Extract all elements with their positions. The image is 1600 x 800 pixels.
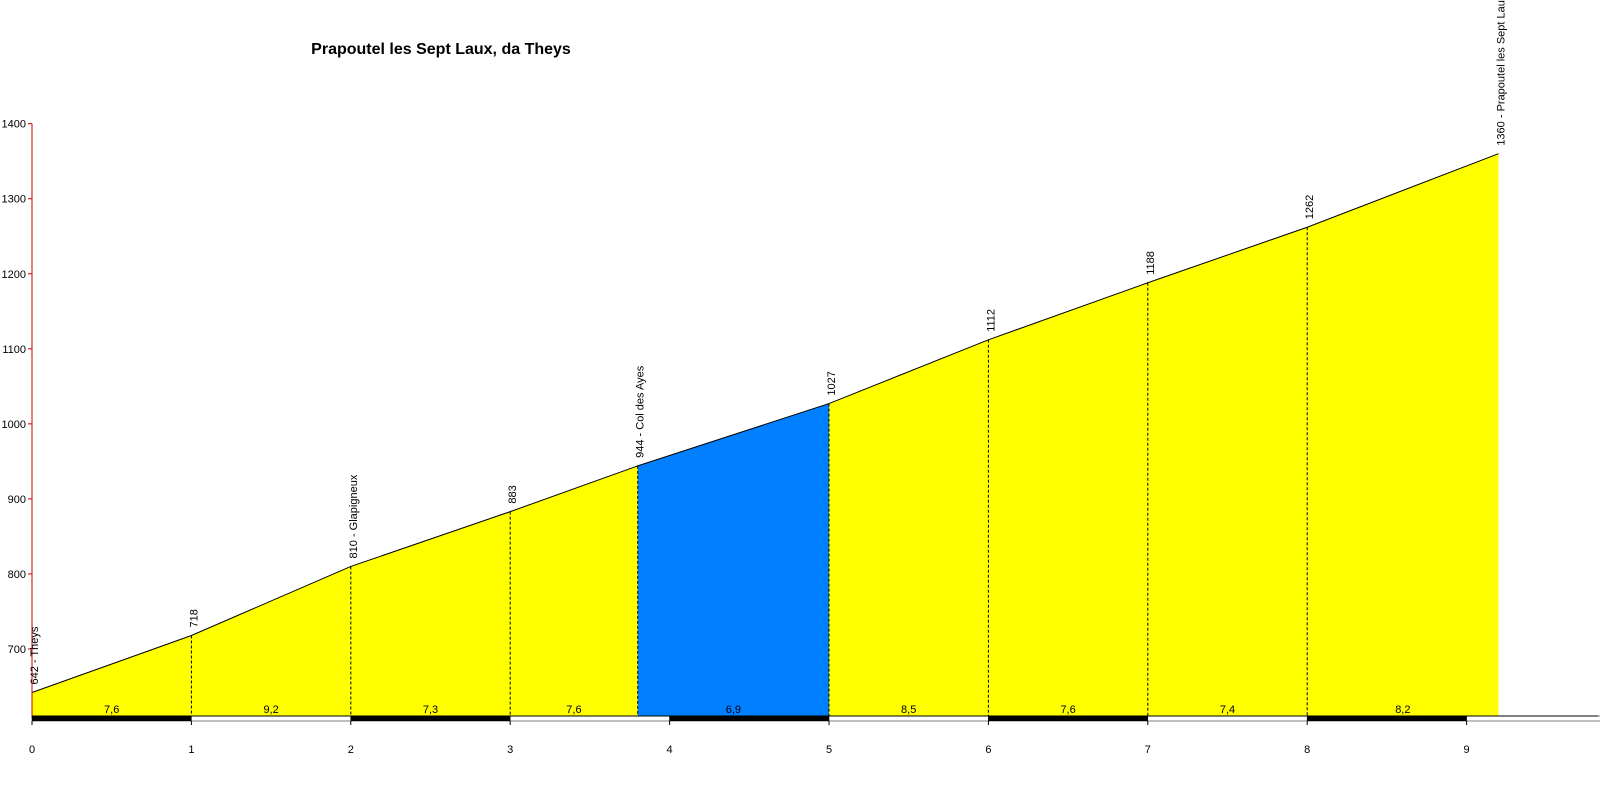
elevation-labels: 642 - Theys 718 810 - Glapigneux 883 944 - C… [29, 0, 1507, 685]
gradient-label: 8,2 [1395, 704, 1410, 716]
y-tick-label: 1200 [2, 269, 26, 281]
gradient-label: 7,6 [566, 704, 581, 716]
elevation-label: 1027 [826, 371, 838, 395]
profile-area-segment-4 [510, 465, 638, 718]
y-tick-label: 1400 [2, 119, 26, 131]
y-tick-label: 700 [8, 644, 26, 656]
profile-area-segment-8 [1147, 227, 1308, 718]
elevation-label: 718 [188, 609, 200, 627]
x-tick-label: 0 [29, 744, 35, 756]
km-bar-block [31, 715, 192, 722]
profile-area-segment-2 [191, 566, 351, 718]
km-bar-block [1147, 715, 1308, 722]
profile-area-segment-1 [32, 635, 192, 718]
y-tick-label: 1300 [2, 194, 26, 206]
gradient-label: 9,2 [263, 704, 278, 716]
gradient-label: 7,6 [1060, 704, 1075, 716]
profile-area-segment-3 [350, 511, 511, 718]
gradient-labels: 7,6 9,2 7,3 7,6 6,9 8,5 7,6 7,4 8,2 [104, 704, 1410, 716]
elevation-label: 1112 [985, 309, 997, 332]
elevation-label: 1360 - Prapoutel les Sept Laux [1495, 0, 1507, 146]
profile-area-group [32, 153, 1499, 719]
x-tick-label: 4 [667, 744, 673, 756]
y-tick-label: 1100 [2, 344, 26, 356]
profile-area-segment-9 [1307, 153, 1499, 719]
gradient-label: 8,5 [901, 704, 916, 716]
x-axis: 0 1 2 3 4 5 6 7 8 9 [29, 721, 1470, 756]
x-tick-label: 9 [1464, 744, 1470, 756]
elevation-label: 944 - Col des Ayes [635, 365, 647, 458]
km-bar-block [350, 715, 511, 722]
x-tick-label: 6 [985, 744, 991, 756]
elevation-label: 810 - Glapigneux [348, 474, 360, 558]
km-bar-block [1306, 715, 1467, 722]
chart-title: Prapoutel les Sept Laux, da Theys [311, 41, 571, 58]
profile-area-segment-7 [988, 282, 1148, 718]
x-tick-label: 8 [1304, 744, 1310, 756]
km-bar-block [191, 715, 352, 722]
gradient-label: 6,9 [726, 704, 741, 716]
x-tick-label: 7 [1145, 744, 1151, 756]
elevation-label: 1188 [1145, 251, 1157, 275]
elevation-label: 642 - Theys [29, 626, 41, 684]
y-tick-label: 1000 [2, 419, 26, 431]
x-tick-label: 1 [188, 744, 194, 756]
profile-outline-group [31, 153, 1499, 693]
elevation-label: 883 [507, 485, 519, 503]
gradient-label: 7,6 [104, 704, 119, 716]
y-axis: 700 800 900 1000 1100 1200 1300 1400 [2, 119, 33, 718]
elevation-label: 1262 [1304, 195, 1316, 219]
x-tick-label: 5 [826, 744, 832, 756]
km-bar-block [828, 715, 989, 722]
profile-area-segment-5 [637, 403, 829, 718]
km-bar-block [988, 715, 1149, 722]
x-tick-label: 3 [507, 744, 513, 756]
profile-area-segment-6 [829, 339, 989, 718]
gradient-label: 7,3 [423, 704, 438, 716]
km-bar-block [509, 715, 670, 722]
segment-divider-group [190, 227, 1308, 718]
km-bar-block [1466, 715, 1600, 722]
km-bar [31, 715, 1600, 722]
y-tick-label: 900 [8, 494, 26, 506]
profile-outline [31, 153, 1499, 693]
x-tick-label: 2 [348, 744, 354, 756]
km-bar-block [669, 715, 830, 722]
gradient-label: 7,4 [1220, 704, 1235, 716]
y-tick-label: 800 [8, 569, 26, 581]
